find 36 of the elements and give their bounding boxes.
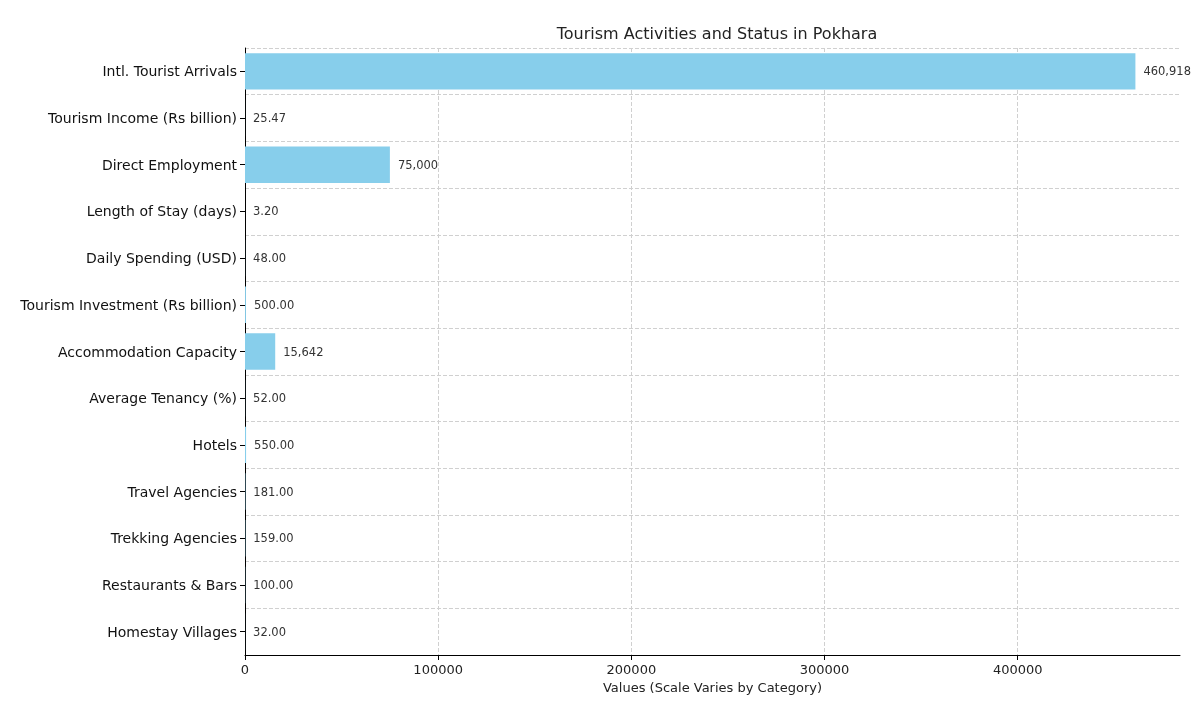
x-tick-label: 400000: [992, 662, 1043, 677]
x-tick-label: 0: [240, 662, 250, 677]
data-label: 100.00: [253, 577, 294, 592]
chart-title: Tourism Activities and Status in Pokhara: [555, 23, 878, 43]
data-label: 460,918: [1143, 64, 1191, 79]
data-label: 48.00: [253, 251, 287, 266]
y-tick-label: Accommodation Capacity: [57, 343, 237, 360]
y-tick-label: Restaurants & Bars: [102, 576, 237, 593]
data-label: 15,642: [283, 344, 324, 359]
data-label: 500.00: [253, 297, 295, 312]
data-label: 181.00: [253, 484, 294, 499]
x-tick-label: 300000: [799, 662, 850, 677]
x-tick-label: 200000: [606, 662, 657, 677]
data-label: 159.00: [253, 531, 294, 546]
x-tick-label: 100000: [413, 662, 463, 677]
y-tick-label: Daily Spending (USD): [86, 250, 237, 267]
data-label: 32.00: [253, 624, 286, 639]
y-tick-label: Tourism Income (Rs billion): [47, 110, 237, 127]
data-label: 550.00: [254, 437, 295, 452]
y-tick-label: Length of Stay (days): [86, 203, 237, 220]
y-tick-label: Homestay Villages: [107, 623, 237, 640]
bar: [245, 146, 390, 183]
y-tick-label: Hotels: [192, 436, 237, 453]
y-tick-label: Trekking Agencies: [109, 530, 237, 547]
y-tick-label: Travel Agencies: [126, 483, 237, 500]
x-axis-title: Values (Scale Varies by Category): [602, 680, 823, 695]
data-label: 25.47: [253, 111, 286, 126]
data-label: 52.00: [253, 391, 287, 406]
data-label: 75,000: [397, 157, 439, 172]
y-tick-label: Tourism Investment (Rs billion): [19, 296, 237, 313]
bar: [245, 333, 276, 370]
data-label: 3.20: [253, 204, 279, 219]
y-tick-label: Direct Employment: [101, 156, 238, 173]
y-tick-label: Intl. Tourist Arrivals: [102, 63, 237, 80]
bar: [245, 53, 1136, 90]
y-tick-label: Average Tenancy (%): [89, 390, 237, 407]
